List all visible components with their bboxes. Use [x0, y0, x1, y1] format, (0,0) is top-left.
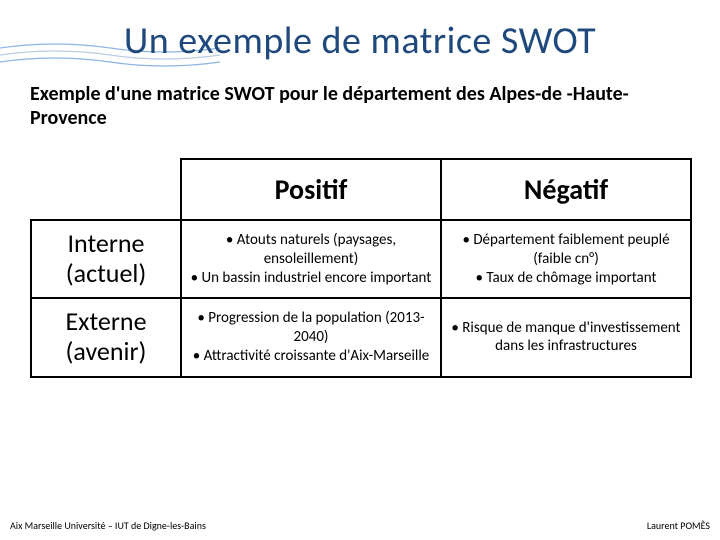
footer-left: Aix Marseille Université – IUT de Digne-… [10, 519, 206, 532]
cell-external-negative: • Risque de manque d'investissement dans… [441, 298, 691, 376]
colhead-negative: Négatif [441, 159, 691, 220]
swot-table: Positif Négatif Interne (actuel) • Atout… [30, 158, 692, 378]
slide-title: Un exemple de matrice SWOT [30, 18, 690, 64]
cell-internal-negative: • Département faiblement peuplé (faible … [441, 220, 691, 298]
colhead-positive: Positif [181, 159, 441, 220]
footer-right: Laurent POMÈS [647, 519, 710, 532]
table-corner [31, 159, 181, 220]
cell-external-positive: • Progression de la population (2013-204… [181, 298, 441, 376]
rowhead-external: Externe (avenir) [31, 298, 181, 376]
slide: Un exemple de matrice SWOT Exemple d'une… [0, 0, 720, 540]
cell-internal-positive: • Atouts naturels (paysages, ensoleillem… [181, 220, 441, 298]
footer: Aix Marseille Université – IUT de Digne-… [10, 519, 710, 532]
slide-subtitle: Exemple d'une matrice SWOT pour le dépar… [30, 82, 690, 130]
rowhead-internal: Interne (actuel) [31, 220, 181, 298]
